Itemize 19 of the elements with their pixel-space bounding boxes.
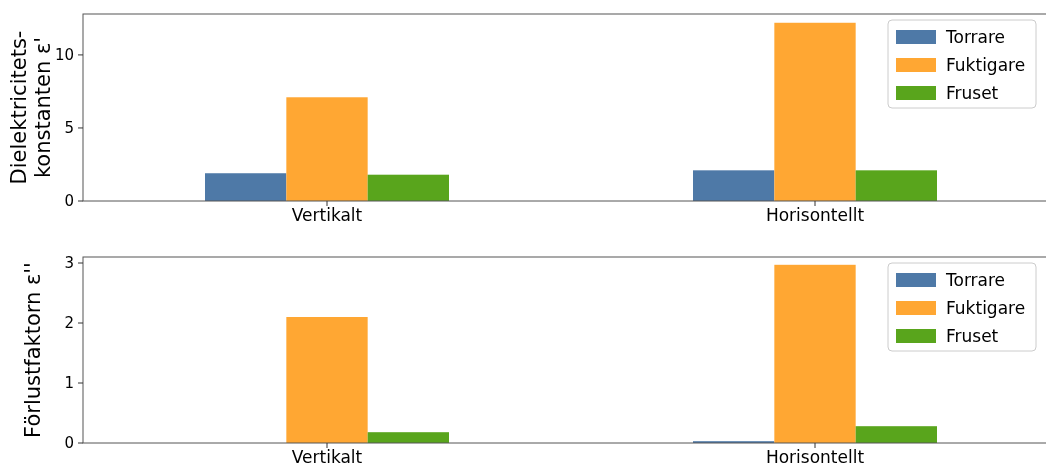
y-tick-label: 2: [64, 314, 74, 333]
x-tick-label: Horisontellt: [765, 447, 865, 466]
legend-label: Fruset: [946, 82, 999, 103]
legend-label: Fuktigare: [946, 54, 1026, 75]
y-tick-label: 1: [64, 374, 74, 393]
legend-label: Fruset: [946, 325, 999, 346]
x-tick-label: Vertikalt: [291, 447, 363, 466]
legend-label: Torrare: [945, 26, 1006, 47]
y-axis-title: Förlustfaktorn ε'': [21, 262, 45, 438]
y-tick-label: 0: [64, 192, 74, 211]
y-axis-title: Dielektricitets- konstanten ε': [7, 30, 55, 185]
legend-label: Torrare: [945, 269, 1006, 290]
y-tick-label: 3: [64, 254, 74, 273]
y-tick-label: 10: [54, 46, 74, 65]
y-tick-label: 5: [64, 119, 74, 138]
legend-label: Fuktigare: [946, 297, 1026, 318]
x-tick-label: Vertikalt: [291, 205, 363, 225]
x-tick-label: Horisontellt: [765, 205, 865, 225]
y-tick-label: 0: [64, 434, 74, 453]
